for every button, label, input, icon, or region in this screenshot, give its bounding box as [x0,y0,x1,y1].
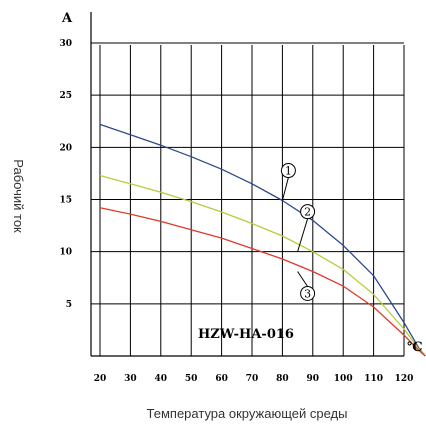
y-tick-label: 30 [59,39,72,49]
series-markers: 1 2 3 [280,163,316,301]
y-unit-label: A [61,11,73,26]
series-line-1 [99,123,426,357]
model-label: HZW-HA-016 [198,327,294,342]
series-marker-label-1: 1 [285,165,292,178]
marker-leader-2 [297,218,309,252]
series-lines [99,123,426,357]
x-tick-label: 90 [307,374,320,384]
x-tick-labels: 2030405060708090100110120130 [94,374,426,384]
x-tick-label: 50 [185,374,198,384]
y-tick-label: 10 [59,248,72,258]
series-marker-label-3: 3 [304,287,311,300]
x-tick-label: 40 [155,374,168,384]
y-axis-title: Рабочий ток [11,159,26,233]
x-tick-label: 70 [246,374,259,384]
marker-circle-3 [300,285,316,301]
x-tick-label: 110 [364,374,383,384]
marker-circle-2 [300,204,316,220]
y-tick-label: 5 [66,300,72,310]
y-tick-label: 25 [59,91,72,101]
y-tick-label: 20 [59,143,72,153]
x-tick-label: 80 [276,374,289,384]
axes [90,12,404,357]
series-line-2 [99,174,426,357]
x-tick-label: 30 [124,374,137,384]
series-marker-label-2: 2 [304,206,311,219]
y-tick-label: 15 [59,196,72,206]
x-tick-label: 20 [94,374,107,384]
marker-circle-1 [280,163,296,179]
grid [91,42,405,356]
marker-leader-1 [281,177,289,201]
x-unit-label: ℃ [407,340,423,355]
marker-leader-3 [297,271,309,287]
y-tick-labels: 5 10 15 20 25 30 [59,39,72,310]
x-tick-label: 100 [334,374,353,384]
x-tick-label: 60 [215,374,228,384]
x-axis-title: Температура окружающей среды [147,406,348,421]
series-line-3 [99,207,426,357]
x-tick-label: 120 [395,374,414,384]
